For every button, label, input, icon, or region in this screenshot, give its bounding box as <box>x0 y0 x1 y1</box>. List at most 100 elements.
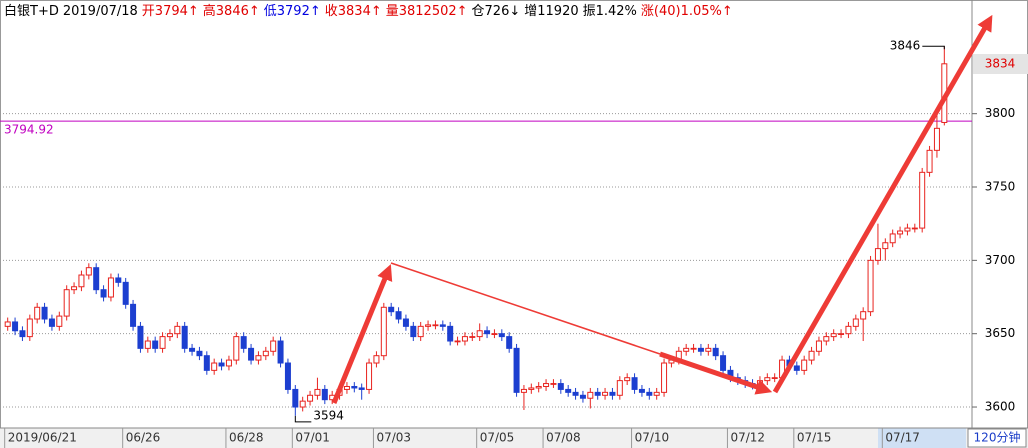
x-tick-label: 07/17 <box>885 431 920 445</box>
candle-body <box>343 385 350 390</box>
candle-body <box>122 281 129 305</box>
candle-body <box>587 391 594 399</box>
candle-body <box>189 347 196 352</box>
candle-body <box>838 333 845 335</box>
candle-body <box>410 325 417 338</box>
x-tick-label: 06/26 <box>126 431 161 445</box>
y-tick-label: 3700 <box>985 253 1016 267</box>
header-item: 增11920 <box>524 4 578 19</box>
candle-body <box>225 359 232 367</box>
arrow-up-2 <box>772 14 993 394</box>
candle-body <box>933 127 940 151</box>
candle-body <box>174 325 181 335</box>
header-item: 白银T+D <box>4 3 59 19</box>
header-item: 2019/07/18 <box>63 4 138 19</box>
candle-body <box>107 277 114 298</box>
candle-body <box>528 387 535 390</box>
trend-arrows <box>331 14 993 404</box>
candle-body <box>166 333 173 338</box>
x-tick-label: 07/08 <box>546 431 581 445</box>
candle-body <box>299 400 306 408</box>
candle-body <box>218 362 225 367</box>
candle-body <box>395 311 402 320</box>
candle-body <box>579 394 586 399</box>
arrow-up-1 <box>331 264 393 404</box>
candle-body <box>233 336 240 361</box>
candle-body <box>71 286 78 291</box>
candle-body <box>506 336 513 349</box>
candle-body <box>793 365 800 371</box>
candle-body <box>815 340 822 352</box>
candle-body <box>402 318 409 327</box>
y-tick-label: 3750 <box>985 180 1016 194</box>
candle-body <box>380 306 387 357</box>
candle-body <box>454 340 461 343</box>
candle-body <box>262 350 269 357</box>
candle-body <box>624 377 631 382</box>
candle-body <box>631 377 638 390</box>
high-marker-label: 3846 <box>890 39 921 53</box>
header-item: 开3794↑ <box>142 4 199 19</box>
x-axis-highlight <box>878 428 966 448</box>
candle-body <box>520 388 527 393</box>
candle-body <box>351 385 358 389</box>
candle-body <box>823 336 830 342</box>
candle-body <box>307 394 314 402</box>
candle-body <box>476 330 483 338</box>
candle-body <box>860 311 867 320</box>
candle-body <box>638 388 645 393</box>
candle-body <box>26 318 33 338</box>
candle-body <box>911 227 918 230</box>
candle-body <box>882 242 889 250</box>
candle-body <box>4 321 11 327</box>
candle-body <box>41 306 48 320</box>
candle-body <box>764 377 771 382</box>
period-box <box>967 428 1027 448</box>
candle-body <box>203 355 210 371</box>
candle-body <box>513 347 520 393</box>
candle-body <box>609 391 616 396</box>
arrow-down <box>659 351 773 395</box>
candle-body <box>498 333 505 338</box>
header-item: 低3792↑ <box>264 4 321 19</box>
candle-body <box>137 325 144 349</box>
candle-body <box>48 318 55 327</box>
candle-body <box>388 306 395 313</box>
candle-body <box>683 347 690 352</box>
header-item: 高3846↑ <box>203 3 260 19</box>
ref-label: 3794.92 <box>4 123 54 137</box>
candle-body <box>439 324 446 327</box>
candle-body <box>904 227 911 232</box>
header-item: 量3812502↑ <box>386 4 468 19</box>
x-tick-label: 06/28 <box>229 431 264 445</box>
x-tick-label: 07/05 <box>480 431 515 445</box>
candle-body <box>447 325 454 342</box>
candle-body <box>830 333 837 338</box>
candle-body <box>535 385 542 389</box>
candle-body <box>358 387 365 390</box>
candle-body <box>720 355 727 371</box>
candle-body <box>771 377 778 379</box>
candle-body <box>867 259 874 313</box>
y-tick-label: 3800 <box>985 106 1016 120</box>
candle-body <box>12 321 19 332</box>
candle-body <box>417 325 424 338</box>
header: 白银T+D 2019/07/18 开3794↑ 高3846↑ 低3792↑ 收3834↑ 量… <box>4 3 733 19</box>
candle-body <box>874 248 881 261</box>
x-axis-strip <box>0 428 1028 448</box>
last-price-label: 3834 <box>985 56 1016 70</box>
candle-body <box>19 330 26 338</box>
candle-body <box>808 350 815 361</box>
candle-body <box>926 149 933 173</box>
low-marker-label: 3594 <box>313 408 344 422</box>
candle-body <box>756 380 763 386</box>
candle-body <box>432 324 439 327</box>
x-tick-label: 2019/06/21 <box>8 431 77 445</box>
candle-body <box>56 315 63 327</box>
x-tick-label: 07/15 <box>797 431 832 445</box>
candle-body <box>292 388 299 408</box>
candle-body <box>34 306 41 320</box>
candle-body <box>565 388 572 393</box>
candle-body <box>469 336 476 338</box>
